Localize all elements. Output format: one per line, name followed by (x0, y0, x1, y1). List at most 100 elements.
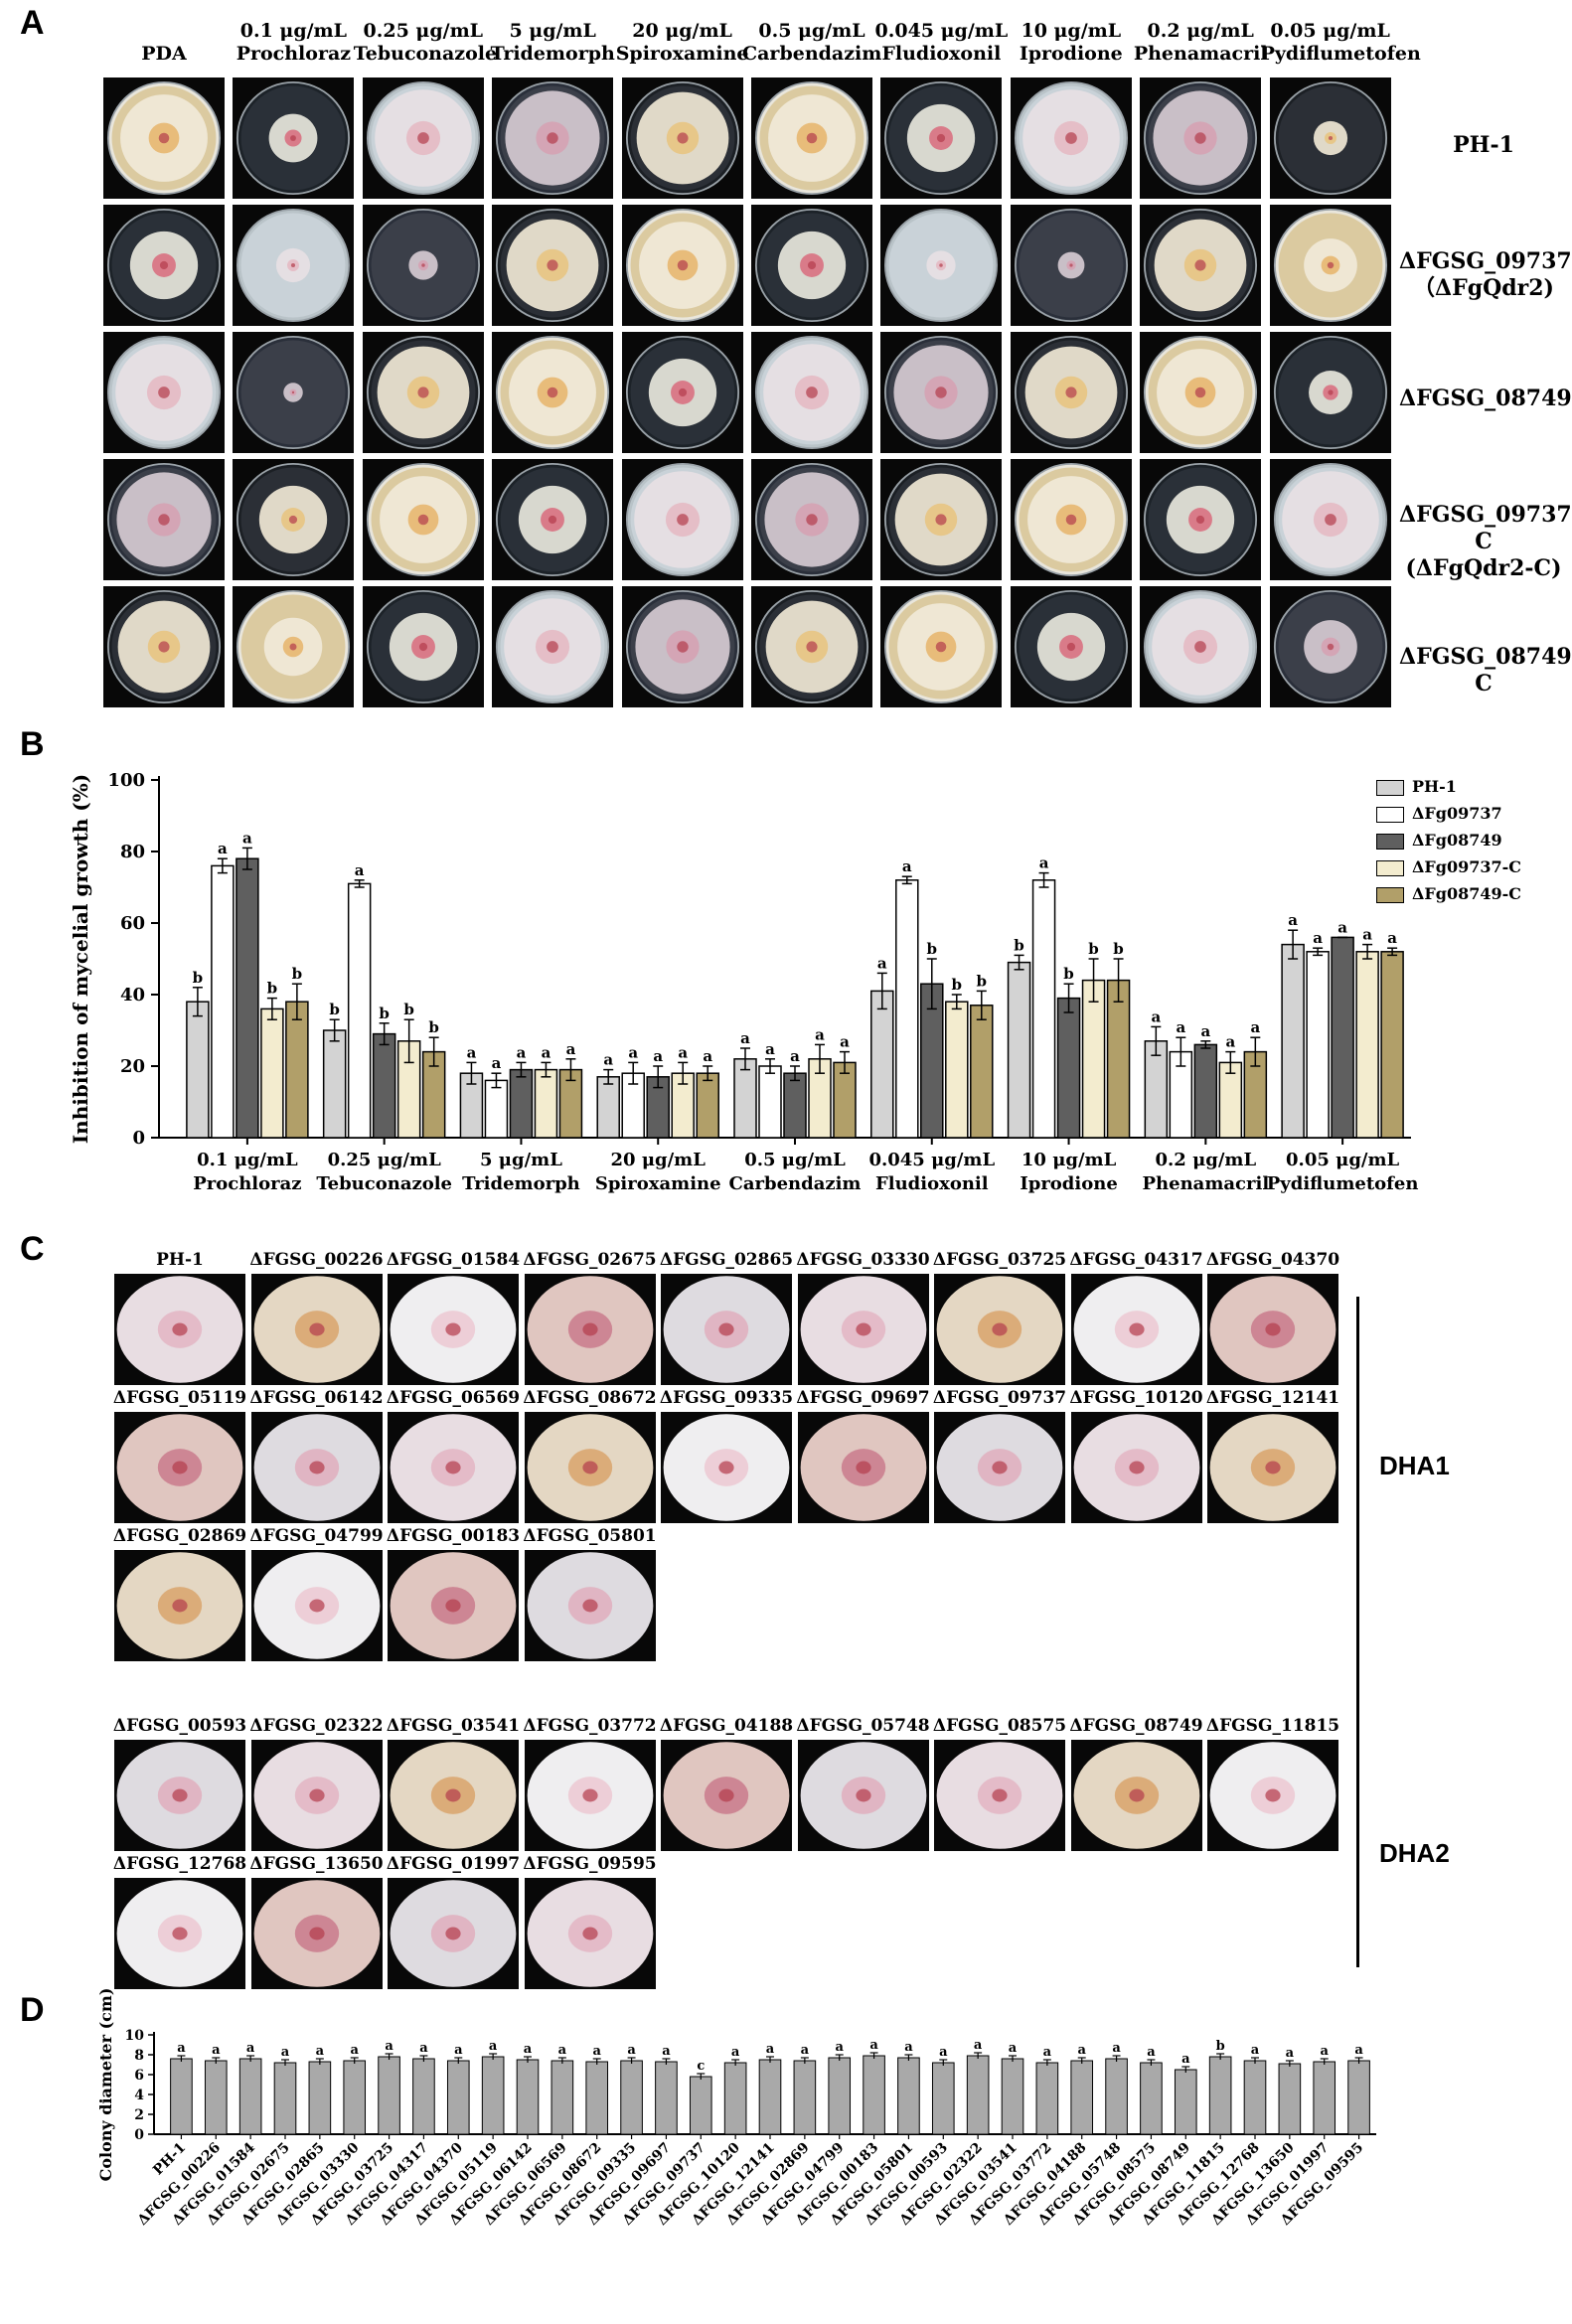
plate-image (934, 1274, 1065, 1385)
plate-image (621, 459, 743, 580)
significance-letter: a (801, 2043, 810, 2058)
plate-image (388, 1412, 519, 1523)
row-label-line1: ΔFGSG_09737-C (1399, 502, 1572, 554)
x-tick-label-concentration: 20 μg/mL (611, 1150, 707, 1170)
x-tick-label-concentration: 0.1 μg/mL (197, 1150, 298, 1170)
bar (260, 1007, 284, 1139)
panel-label-c: C (20, 1230, 45, 1268)
bar (211, 864, 235, 1139)
column-concentration: 0.25 μg/mL (363, 20, 484, 42)
bar (1056, 997, 1081, 1139)
bar (308, 2061, 332, 2135)
x-tick-label-fungicide: Phenamacril (1143, 1173, 1270, 1194)
bar (481, 2056, 505, 2135)
column-header: PDA (94, 43, 234, 66)
bar (1001, 2058, 1024, 2135)
legend-swatch (1376, 779, 1404, 796)
plate-image (250, 1412, 383, 1523)
significance-letter: a (974, 2038, 983, 2053)
plate-image (1269, 459, 1391, 580)
plate-image (388, 1274, 519, 1385)
plate-image (1140, 205, 1262, 326)
bar (509, 1068, 534, 1139)
strain-label: ΔFGSG_09737 (932, 1388, 1067, 1408)
plate-image (492, 77, 614, 199)
significance-letter: a (902, 857, 912, 875)
plate-image (233, 77, 355, 199)
plate-image (797, 1740, 929, 1851)
plate-image (388, 1550, 519, 1661)
strain-label: ΔFGSG_02865 (659, 1250, 794, 1270)
plate-image (103, 586, 225, 707)
bar (1331, 936, 1354, 1139)
plate-image (934, 1740, 1065, 1851)
strain-label: ΔFGSG_13650 (249, 1854, 384, 1874)
significance-letter: b (1113, 940, 1124, 958)
bar (733, 1058, 757, 1139)
strain-label: ΔFGSG_04317 (1069, 1250, 1203, 1270)
significance-letter: b (267, 980, 278, 998)
bar (1281, 943, 1305, 1139)
significance-letter: b (292, 965, 303, 983)
row-label-strain: ΔFGSG_09737 （ΔFgQdr2) (1399, 248, 1572, 302)
significance-letter: a (1286, 2046, 1295, 2061)
significance-letter: a (492, 1054, 502, 1072)
plate-image (524, 1878, 656, 1989)
significance-letter: a (731, 2045, 740, 2060)
plate-image (751, 205, 872, 326)
significance-letter: a (1225, 1033, 1235, 1051)
x-tick-label-concentration: 10 μg/mL (1022, 1150, 1117, 1170)
row-label-line2: (ΔFgQdr2-C) (1405, 555, 1562, 581)
strain-label: ΔFGSG_00183 (386, 1526, 521, 1546)
significance-letter: a (1043, 2045, 1052, 2060)
plate-image (880, 459, 1003, 580)
strain-label: ΔFGSG_04370 (1205, 1250, 1340, 1270)
row-label-strain: PH-1 (1399, 132, 1568, 159)
significance-letter: a (740, 1029, 750, 1047)
plate-image (751, 586, 872, 707)
bar (343, 2060, 367, 2135)
panel-a-plate-grid (103, 77, 1399, 713)
strain-label: ΔFGSG_09697 (796, 1388, 930, 1408)
column-fungicide: Fludioxonil (881, 43, 1002, 65)
significance-letter: a (1181, 2052, 1190, 2067)
strain-label: ΔFGSG_10120 (1069, 1388, 1203, 1408)
bar (1106, 979, 1131, 1139)
bar (966, 2055, 990, 2135)
y-tick-label: 4 (134, 2088, 144, 2103)
significance-letter: a (281, 2045, 290, 2060)
significance-letter: a (1112, 2041, 1121, 2056)
bar (863, 2055, 885, 2135)
plate-image (388, 1878, 519, 1989)
plate-image (1269, 205, 1391, 326)
column-concentration: 0.05 μg/mL (1270, 20, 1390, 42)
strain-label: ΔFGSG_00226 (249, 1250, 384, 1270)
legend-label: ΔFg09737-C (1412, 857, 1521, 876)
significance-letter: a (1147, 2045, 1156, 2060)
significance-letter: a (316, 2044, 325, 2059)
significance-letter: a (467, 1043, 477, 1061)
plate-image (1010, 77, 1132, 199)
legend-label: ΔFg08749 (1412, 831, 1502, 850)
significance-letter: a (1288, 911, 1298, 929)
bar (1380, 951, 1404, 1139)
plate-image (114, 1878, 245, 1989)
bar (1347, 2060, 1370, 2135)
column-header: 0.045 μg/mL Fludioxonil (871, 20, 1011, 66)
plate-image (524, 1274, 656, 1385)
significance-letter: b (927, 940, 938, 958)
bar (285, 1001, 309, 1139)
bar (1313, 2061, 1336, 2135)
bar (1140, 2062, 1163, 2135)
significance-letter: b (1063, 965, 1074, 983)
legend-item: ΔFg08749 (1376, 831, 1502, 850)
strain-label: ΔFGSG_06569 (386, 1388, 521, 1408)
plate-image (621, 205, 743, 326)
bar (793, 2060, 817, 2135)
strain-label: ΔFGSG_01997 (386, 1854, 521, 1874)
plate-image (103, 77, 225, 199)
plate-image (492, 332, 614, 453)
column-concentration: 0.1 μg/mL (239, 20, 348, 42)
row-label-strain: ΔFGSG_08749-C (1399, 644, 1572, 697)
plate-image (621, 586, 743, 707)
